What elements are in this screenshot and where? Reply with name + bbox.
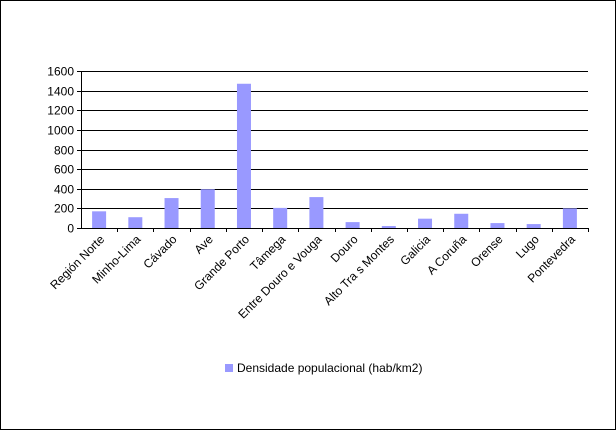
bar	[92, 211, 107, 228]
bar	[381, 226, 396, 228]
bars	[92, 83, 577, 228]
y-tick-label: 600	[54, 163, 74, 177]
legend-label: Densidade populacional (hab/km2)	[237, 361, 422, 375]
bar	[490, 223, 505, 228]
x-tick-label: A Coruña	[424, 232, 470, 278]
y-tick-label: 800	[54, 144, 74, 158]
bar	[454, 213, 469, 228]
legend-swatch	[225, 364, 233, 372]
y-tick-label: 1600	[47, 65, 74, 79]
bar	[128, 217, 143, 228]
y-tick-labels: 0 200 400 600 800 1000 1200 1400 1600	[47, 65, 74, 236]
y-tick-label: 0	[67, 222, 74, 236]
y-tick-label: 200	[54, 202, 74, 216]
bar	[345, 222, 360, 228]
axes	[77, 71, 589, 232]
x-tick-label: Ave	[191, 232, 216, 257]
bar	[562, 208, 577, 228]
bar	[164, 198, 179, 228]
x-tick-label: Lugo	[513, 232, 542, 261]
bar	[200, 189, 215, 228]
y-tick-label: 1200	[47, 104, 74, 118]
bar	[526, 224, 541, 228]
gridlines	[81, 71, 588, 209]
bar	[309, 197, 324, 228]
x-tick-label: Orense	[468, 232, 506, 270]
x-tick-label: Cávado	[141, 232, 180, 271]
y-tick-label: 1000	[47, 124, 74, 138]
bar	[236, 83, 251, 228]
y-tick-label: 400	[54, 183, 74, 197]
bar	[418, 218, 433, 228]
bar	[273, 207, 288, 228]
legend: Densidade populacional (hab/km2)	[225, 361, 422, 375]
x-tick-label: Douro	[328, 232, 361, 265]
y-tick-label: 1400	[47, 85, 74, 99]
